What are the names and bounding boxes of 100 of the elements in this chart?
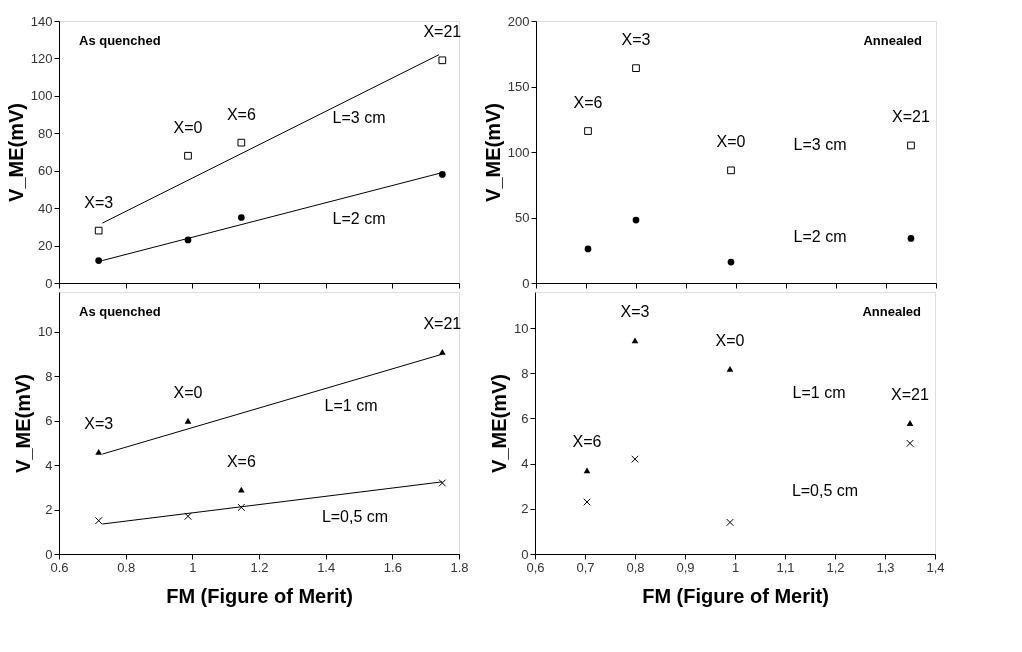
annotation: X=6 — [572, 433, 602, 451]
annotation: L=0,5 cm — [791, 482, 859, 500]
y-axis-title: V_ME(mV) — [4, 103, 27, 202]
y-tick-label: 0 — [45, 275, 53, 291]
point — [631, 455, 639, 463]
annotation: X=0 — [173, 383, 203, 401]
annotation: X=0 — [173, 118, 203, 136]
x-tick-label: 0.8 — [117, 559, 136, 575]
annotation: Annealed — [863, 33, 923, 48]
annotation: L=2 cm — [332, 210, 386, 228]
point — [237, 138, 246, 147]
annotation: X=21 — [423, 23, 462, 41]
x-tick-label: 1.2 — [250, 559, 269, 575]
x-tick-label: 0,6 — [526, 559, 545, 575]
x-tick-label: 1.6 — [383, 559, 402, 575]
y-tick-label: 60 — [38, 163, 53, 179]
y-tick-label: 80 — [38, 125, 53, 141]
annotation: L=2 cm — [793, 228, 847, 246]
point — [94, 226, 103, 235]
x-tick-label: 1 — [189, 559, 197, 575]
y-tick-label: 4 — [521, 456, 529, 472]
x-axis-title: FM (Figure of Merit) — [166, 584, 353, 607]
annotation: As quenched — [79, 33, 161, 48]
point — [438, 56, 447, 65]
annotation: X=3 — [620, 303, 650, 321]
y-tick-label: 140 — [30, 13, 53, 29]
point — [632, 216, 640, 224]
x-tick-label: 0,8 — [626, 559, 645, 575]
y-tick-label: 2 — [45, 502, 53, 518]
x-axis-title: FM (Figure of Merit) — [642, 584, 829, 607]
y-tick-label: 2 — [521, 501, 529, 517]
annotation: L=3 cm — [332, 108, 386, 126]
y-tick-label: 10 — [514, 320, 529, 336]
annotation: X=3 — [84, 414, 114, 432]
y-tick-label: 0 — [521, 546, 529, 562]
y-tick-label: 0 — [522, 275, 530, 291]
annotation: L=3 cm — [793, 136, 847, 154]
point — [438, 479, 447, 487]
point — [584, 127, 592, 135]
annotation: As quenched — [79, 304, 161, 319]
point — [727, 258, 735, 266]
x-tick-label: 1,4 — [926, 559, 945, 575]
y-tick-label: 100 — [30, 88, 53, 104]
y-axis-title: V_ME(mV) — [488, 374, 511, 473]
y-tick-label: 100 — [507, 144, 530, 160]
annotation: X=0 — [716, 133, 746, 151]
x-tick-label: 1,2 — [826, 559, 845, 575]
point — [726, 365, 734, 372]
x-tick-label: 1,3 — [876, 559, 895, 575]
y-tick-label: 200 — [507, 13, 530, 29]
point — [237, 486, 245, 493]
annotation: L=0,5 cm — [321, 507, 389, 525]
annotation: L=1 cm — [324, 397, 378, 415]
point — [632, 64, 640, 73]
y-tick-label: 0 — [45, 546, 53, 562]
annotation: X=0 — [715, 331, 745, 349]
y-tick-label: 6 — [45, 413, 53, 429]
annotation: Annealed — [862, 304, 922, 319]
y-tick-label: 120 — [30, 50, 53, 66]
point — [184, 417, 192, 424]
annotation: X=3 — [84, 193, 114, 211]
annotation: X=6 — [226, 452, 256, 470]
y-tick-label: 8 — [521, 365, 529, 381]
y-axis-title: V_ME(mV) — [12, 374, 35, 473]
x-tick-label: 0.6 — [50, 559, 69, 575]
x-tick-label: 1,1 — [776, 559, 795, 575]
x-tick-label: 1 — [731, 559, 740, 575]
point — [906, 420, 914, 426]
y-tick-label: 8 — [45, 368, 53, 384]
y-tick-label: 150 — [507, 79, 530, 94]
point — [95, 448, 103, 455]
point — [907, 235, 915, 242]
x-tick-label: 1.8 — [450, 559, 469, 575]
y-tick-label: 50 — [515, 210, 530, 225]
point — [237, 214, 245, 221]
point — [184, 151, 192, 160]
point — [438, 171, 446, 178]
point — [631, 337, 639, 344]
y-tick-label: 4 — [45, 457, 53, 473]
point — [727, 166, 735, 175]
annotation: L=1 cm — [792, 383, 846, 401]
y-tick-label: 20 — [38, 238, 53, 254]
annotation: X=21 — [892, 108, 931, 126]
annotation: X=6 — [573, 94, 603, 112]
annotation: X=3 — [621, 31, 651, 49]
x-tick-label: 0,7 — [576, 559, 595, 575]
x-tick-label: 1.4 — [317, 559, 336, 575]
annotation: X=21 — [891, 386, 930, 403]
point — [584, 245, 592, 253]
point — [95, 257, 103, 264]
annotation: X=21 — [423, 314, 462, 332]
y-tick-label: 10 — [38, 324, 53, 340]
point — [907, 141, 915, 150]
point — [438, 349, 446, 355]
point — [583, 467, 591, 474]
annotation: X=6 — [226, 105, 256, 123]
y-tick-label: 40 — [38, 200, 53, 216]
x-tick-label: 0,9 — [676, 559, 695, 575]
y-tick-label: 6 — [521, 410, 529, 426]
y-axis-title: V_ME(mV) — [481, 103, 504, 202]
